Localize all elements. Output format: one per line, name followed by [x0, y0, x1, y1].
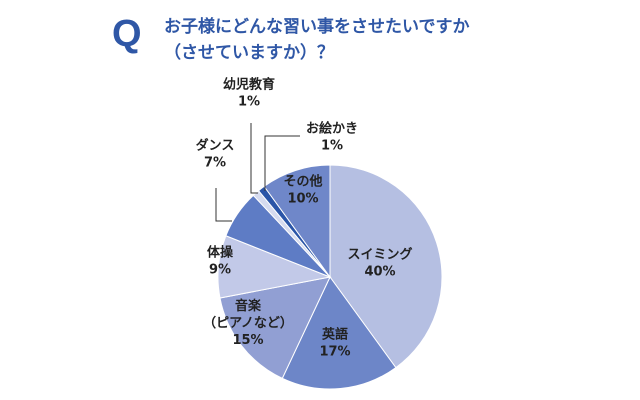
slice-label: 英語 17%: [319, 327, 350, 360]
slice-category-label: その他: [283, 174, 322, 190]
question-title-line-2: （させていますか）？: [164, 43, 334, 63]
slice-label: 幼児教育 1%: [223, 77, 275, 110]
slice-category-label: ダンス: [196, 138, 235, 154]
leader-line: [264, 135, 300, 191]
slice-label: ダンス 7%: [196, 138, 235, 171]
leader-line: [250, 123, 258, 194]
slice-labels: スイミング 40% 英語 17% 音楽（ピアノなど） 15% 体操 9% ダンス 7% 幼児教育 1%…: [196, 77, 413, 360]
slice-value-label: 1%: [238, 95, 260, 110]
slice-label: 音楽（ピアノなど） 15%: [203, 298, 293, 348]
slice-category-label: スイミング: [347, 247, 412, 263]
slice-label: その他 10%: [283, 174, 322, 207]
pie-slice: [329, 164, 443, 369]
pie-slices: [217, 164, 443, 390]
question-title-line-1: お子様にどんな習い事をさせたいですか: [164, 17, 470, 37]
slice-value-label: 1%: [321, 139, 343, 154]
leader-line: [215, 188, 232, 222]
leader-lines: [215, 123, 300, 222]
slice-label: スイミング 40%: [347, 247, 412, 280]
slice-value-label: 17%: [319, 345, 350, 360]
slice-category-label: 体操: [207, 245, 233, 261]
slice-value-label: 7%: [204, 156, 226, 171]
slice-label: 体操 9%: [207, 245, 233, 278]
slice-value-label: 40%: [364, 265, 395, 280]
question-header: Q お子様にどんな習い事をさせたいですか （させていますか）？: [112, 14, 632, 74]
slice-category-label: 音楽: [235, 298, 262, 314]
slice-value-label: 10%: [287, 192, 318, 207]
slice-category-label: お絵かき: [306, 121, 358, 137]
slice-category-label: 幼児教育: [223, 77, 275, 93]
slice-value-label: 15%: [232, 333, 263, 348]
slice-label: お絵かき 1%: [306, 121, 358, 154]
slice-category-label: 英語: [321, 327, 348, 343]
pie-slice: [281, 276, 397, 390]
slice-category-label: （ピアノなど）: [203, 315, 293, 331]
pie-slice: [263, 164, 331, 279]
question-marker: Q: [112, 13, 142, 55]
pie-slice: [219, 276, 331, 380]
slice-value-label: 9%: [209, 263, 231, 278]
